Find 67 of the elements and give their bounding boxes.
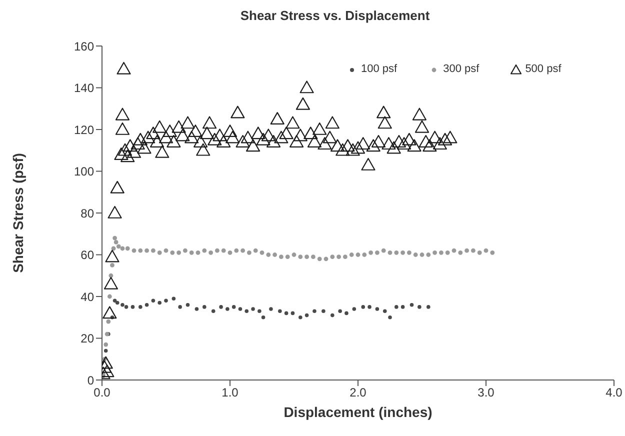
- point: [115, 300, 120, 305]
- x-tick-label: 1.0: [222, 386, 239, 400]
- point: [352, 307, 356, 311]
- point: [258, 309, 262, 314]
- point: [418, 305, 422, 309]
- point: [261, 315, 266, 320]
- point: [244, 309, 249, 314]
- x-tick-label: 4.0: [606, 386, 623, 400]
- point: [194, 307, 199, 311]
- x-tick-label: 2.0: [350, 386, 367, 400]
- point: [298, 315, 302, 320]
- point: [394, 305, 398, 309]
- point: [151, 298, 156, 303]
- y-tick-label: 100: [74, 164, 94, 179]
- point: [269, 307, 273, 311]
- point: [164, 298, 168, 303]
- chart-title: Shear Stress vs. Displacement: [239, 8, 431, 23]
- point: [178, 305, 182, 309]
- point: [251, 307, 255, 311]
- point: [361, 305, 366, 309]
- y-tick-label: 120: [74, 122, 94, 137]
- point: [202, 305, 206, 309]
- y-tick-label: 80: [80, 206, 94, 220]
- point: [338, 309, 342, 314]
- point: [388, 315, 392, 320]
- point: [158, 300, 162, 305]
- legend-label: 500 psf: [525, 63, 562, 75]
- legend-label: 300 psf: [443, 63, 480, 75]
- x-tick-label: 3.0: [478, 386, 495, 400]
- x-axis-title: Displacement (inches): [282, 404, 434, 420]
- point: [382, 309, 387, 314]
- point: [375, 307, 380, 311]
- point: [312, 309, 316, 314]
- point: [232, 305, 236, 309]
- point: [226, 307, 230, 311]
- point: [322, 309, 326, 314]
- point: [120, 302, 124, 307]
- y-tick-label: 40: [80, 290, 94, 304]
- point: [186, 302, 190, 307]
- y-tick-label: 20: [80, 332, 94, 346]
- y-tick-label: 60: [80, 248, 94, 262]
- legend-label: 100 psf: [361, 63, 398, 75]
- point: [344, 311, 348, 316]
- point: [426, 305, 430, 309]
- point: [124, 305, 128, 309]
- y-axis-title: Shear Stress (psf): [10, 153, 26, 273]
- point: [284, 311, 288, 316]
- point: [172, 296, 176, 300]
- point: [238, 307, 242, 311]
- point: [112, 298, 117, 303]
- point: [278, 309, 282, 314]
- y-tick-label: 160: [74, 39, 94, 54]
- point: [368, 305, 372, 309]
- y-tick-label: 140: [74, 81, 94, 96]
- x-tick-label: 0.0: [94, 386, 111, 400]
- point: [400, 305, 405, 309]
- point: [219, 305, 223, 309]
- point: [290, 311, 295, 316]
- point: [104, 348, 108, 353]
- point: [304, 313, 309, 318]
- point: [138, 305, 142, 309]
- point: [410, 302, 414, 307]
- point: [211, 309, 216, 314]
- point: [330, 313, 334, 318]
- point: [144, 302, 149, 307]
- point: [130, 305, 135, 309]
- y-tick-label: 0: [87, 373, 94, 388]
